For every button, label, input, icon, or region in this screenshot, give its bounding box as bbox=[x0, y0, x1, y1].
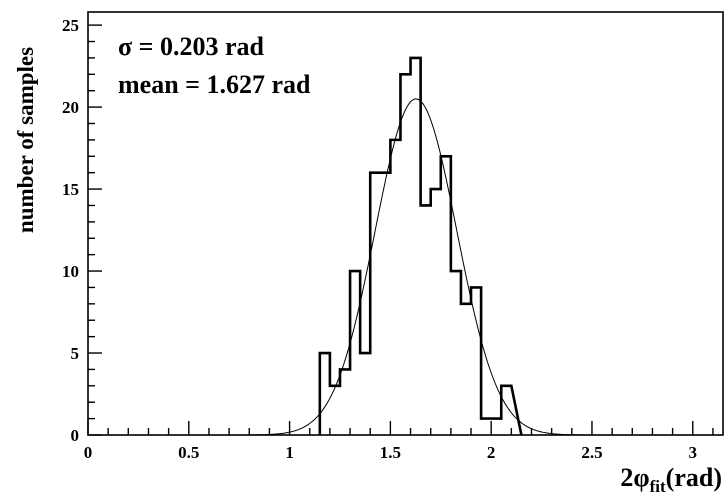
histogram-bin bbox=[441, 156, 451, 435]
x-axis-title-prefix: 2 bbox=[620, 463, 633, 492]
histogram-bin bbox=[471, 287, 481, 435]
y-tick-label: 20 bbox=[62, 98, 79, 117]
x-axis-title-unit: (rad) bbox=[666, 463, 722, 492]
y-tick-label: 10 bbox=[62, 262, 79, 281]
histogram-bin bbox=[461, 304, 471, 435]
histogram-bin bbox=[360, 353, 370, 435]
histogram-bin bbox=[451, 271, 461, 435]
annotation-sigma: σ = 0.203 rad bbox=[118, 32, 264, 61]
y-tick-label: 0 bbox=[71, 426, 80, 445]
histogram-bin bbox=[491, 419, 501, 435]
histogram-bin bbox=[431, 189, 441, 435]
annotation-mean: mean = 1.627 rad bbox=[118, 70, 311, 99]
y-tick-label: 25 bbox=[62, 16, 79, 35]
x-tick-label: 0.5 bbox=[178, 443, 199, 462]
x-tick-label: 2 bbox=[487, 443, 496, 462]
y-tick-label: 5 bbox=[71, 344, 80, 363]
x-tick-label: 1.5 bbox=[380, 443, 401, 462]
y-tick-labels: 0 5 10 15 20 25 bbox=[62, 16, 79, 445]
gaussian-fit-curve bbox=[239, 98, 613, 436]
histogram-bin bbox=[350, 271, 360, 435]
histogram-bin bbox=[330, 386, 340, 435]
histogram-bin bbox=[380, 173, 390, 435]
x-axis-title-subscript: fit bbox=[650, 477, 666, 496]
y-tick-label: 15 bbox=[62, 180, 79, 199]
x-tick-label: 3 bbox=[689, 443, 698, 462]
histogram-outline bbox=[318, 56, 523, 436]
histogram-bin bbox=[481, 419, 491, 435]
x-axis-title: 2φfit(rad) bbox=[620, 463, 722, 496]
histogram-bin bbox=[390, 140, 400, 435]
x-axis-title-symbol: φ bbox=[633, 463, 649, 492]
x-tick-label: 0 bbox=[84, 443, 93, 462]
histogram-bin bbox=[421, 205, 431, 435]
x-tick-labels: 0 0.5 1 1.5 2 2.5 3 bbox=[84, 443, 697, 462]
plot-frame bbox=[87, 11, 724, 436]
x-tick-label: 1 bbox=[285, 443, 294, 462]
histogram-bin bbox=[400, 74, 410, 435]
histogram-bins bbox=[320, 58, 512, 435]
x-tick-label: 2.5 bbox=[581, 443, 602, 462]
histogram-bin bbox=[411, 58, 421, 435]
histogram-bin bbox=[340, 369, 350, 435]
y-axis-title: number of samples bbox=[13, 47, 38, 233]
histogram-bin bbox=[320, 353, 330, 435]
